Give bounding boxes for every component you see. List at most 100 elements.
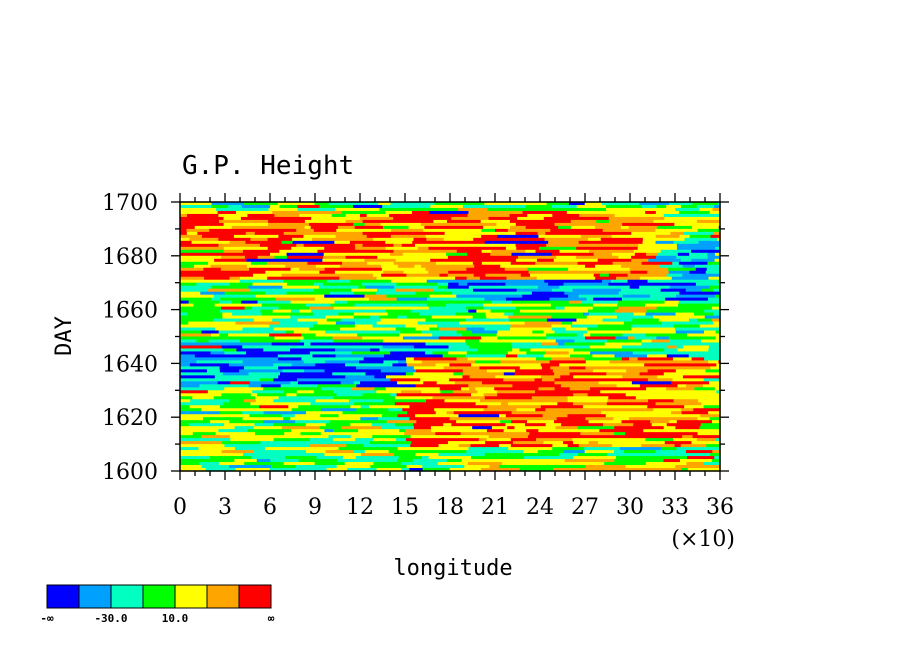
heatmap-cell	[393, 249, 415, 254]
heatmap-cell	[626, 213, 665, 218]
heatmap-cell	[335, 321, 356, 326]
heatmap-cell	[710, 366, 721, 370]
heatmap-cell	[621, 345, 668, 350]
heatmap-cell	[516, 336, 547, 341]
heatmap-cell	[292, 237, 313, 242]
heatmap-cell	[300, 339, 334, 344]
heatmap-cell	[186, 231, 198, 236]
heatmap-cell	[396, 297, 428, 302]
heatmap-cell	[180, 213, 188, 218]
heatmap-cell	[444, 360, 476, 364]
heatmap-cell	[207, 357, 229, 362]
heatmap-cell	[550, 402, 558, 406]
heatmap-cell	[378, 202, 392, 206]
heatmap-cell	[437, 324, 478, 329]
heatmap-cell	[480, 399, 525, 403]
heatmap-cell	[287, 435, 330, 439]
heatmap-cell	[411, 441, 449, 445]
heatmap-cell	[606, 207, 641, 212]
heatmap-cell	[627, 366, 673, 370]
heatmap-cell	[663, 411, 672, 415]
heatmap-cell	[464, 465, 490, 469]
x-tick-label: 3	[218, 495, 232, 520]
heatmap-cell	[602, 318, 624, 323]
heatmap-cell	[509, 213, 528, 218]
heatmap-cell	[617, 303, 646, 308]
heatmap-cell	[381, 408, 389, 412]
heatmap-cell	[222, 348, 238, 353]
heatmap-cell	[257, 246, 269, 251]
heatmap-cell	[586, 297, 594, 302]
heatmap-cell	[316, 243, 356, 248]
heatmap-cell	[197, 270, 225, 275]
heatmap-cell	[639, 285, 671, 290]
heatmap-cell	[395, 327, 417, 332]
heatmap-cell	[512, 441, 545, 445]
heatmap-cell	[409, 468, 424, 472]
heatmap-cell	[481, 381, 511, 385]
heatmap-cell	[432, 351, 449, 356]
heatmap-cell	[256, 219, 269, 224]
heatmap-cell	[417, 300, 450, 305]
heatmap-cell	[349, 399, 384, 403]
heatmap-cell	[320, 414, 340, 418]
heatmap-cell	[709, 465, 721, 469]
heatmap-cell	[679, 321, 714, 326]
heatmap-cell	[332, 336, 363, 341]
heatmap-cell	[397, 459, 414, 463]
heatmap-cell	[666, 360, 698, 364]
heatmap-cell	[180, 459, 189, 463]
heatmap-cell	[559, 249, 590, 254]
heatmap-cell	[410, 282, 426, 287]
heatmap-cell	[519, 468, 554, 472]
heatmap-cell	[417, 255, 449, 260]
heatmap-cell	[641, 393, 681, 397]
heatmap-cell	[564, 459, 578, 463]
heatmap-cell	[461, 459, 492, 463]
heatmap-cell	[553, 429, 577, 433]
heatmap-cell	[434, 408, 451, 412]
heatmap-cell	[428, 246, 472, 251]
heatmap-cell	[313, 366, 357, 370]
heatmap-cell	[495, 204, 516, 209]
heatmap-cell	[320, 318, 328, 323]
heatmap-cell	[397, 381, 424, 385]
heatmap-cell	[471, 246, 507, 251]
heatmap-cell	[504, 267, 529, 272]
heatmap-cell	[204, 414, 251, 418]
heatmap-cell	[595, 267, 631, 272]
colorbar-swatch	[110, 584, 144, 609]
heatmap-cell	[696, 219, 721, 224]
heatmap-cell	[554, 345, 569, 350]
heatmap-cell	[439, 468, 450, 472]
heatmap-cell	[640, 300, 653, 305]
heatmap-cell	[616, 315, 654, 320]
heatmap-cell	[574, 339, 608, 344]
heatmap-cell	[218, 213, 249, 218]
heatmap-cell	[327, 432, 366, 436]
heatmap-cell	[546, 207, 574, 212]
heatmap-cell	[606, 402, 626, 406]
heatmap-cell	[397, 444, 411, 448]
heatmap-cell	[457, 405, 489, 409]
heatmap-cell	[286, 291, 331, 296]
heatmap-cell	[457, 202, 485, 206]
heatmap-cell	[285, 375, 303, 379]
heatmap-cell	[567, 396, 609, 400]
heatmap-cell	[568, 351, 591, 356]
heatmap-cell	[180, 402, 198, 406]
heatmap-cell	[195, 306, 213, 311]
heatmap-cell	[415, 384, 440, 388]
heatmap-cell	[381, 273, 407, 278]
heatmap-cell	[249, 414, 263, 418]
heatmap-cell	[306, 411, 344, 415]
heatmap-cell	[452, 390, 479, 394]
heatmap-cell	[376, 390, 402, 394]
heatmap-cell	[344, 462, 360, 466]
heatmap-cell	[486, 315, 509, 320]
heatmap-cell	[614, 408, 655, 412]
heatmap-cell	[458, 414, 500, 418]
heatmap-cell	[519, 348, 532, 353]
heatmap-cell	[710, 453, 721, 457]
heatmap-cell	[650, 294, 677, 299]
